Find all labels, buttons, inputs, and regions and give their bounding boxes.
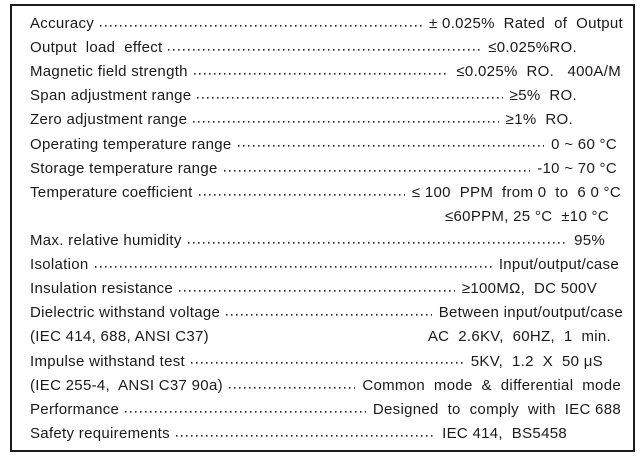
spec-value: ≥100MΩ, DC 500V (461, 280, 597, 298)
spec-label: Dielectric withstand voltage (30, 304, 221, 322)
spec-row: (IEC 255-4, ANSI C37 90a) Common mode & … (30, 373, 623, 398)
spec-value: ≥1% RO. (505, 111, 573, 129)
spec-value: 5KV, 1.2 X 50 μS (470, 352, 603, 370)
spec-row: Dielectric withstand voltage Between inp… (30, 301, 623, 326)
dotted-leader (198, 180, 405, 205)
spec-label: Storage temperature range (30, 159, 218, 177)
spec-label: (IEC 414, 688, ANSI C37) (30, 328, 209, 346)
spec-value: 95% (574, 231, 605, 249)
dotted-leader (36, 205, 438, 229)
spec-value: Input/output/case (498, 256, 619, 274)
spec-row: Max. relative humidity 95% (30, 228, 623, 253)
spec-value: 0 ~ 60 °C (551, 135, 617, 153)
spec-label: Isolation (30, 256, 89, 274)
spec-label: Span adjustment range (30, 87, 192, 105)
spec-label: Output load effect (30, 39, 163, 57)
spec-sheet: Accuracy ± 0.025% Rated of Output Output… (10, 4, 635, 452)
spec-value: AC 2.6KV, 60HZ, 1 min. (427, 328, 611, 346)
spec-value: Between input/output/case (438, 304, 623, 322)
dotted-leader (193, 60, 450, 85)
dotted-leader (187, 228, 568, 253)
dotted-leader (191, 349, 464, 374)
spec-value: ≤0.025%RO. (488, 39, 577, 57)
spec-value: ± 0.025% Rated of Output (429, 15, 623, 32)
spec-label: Temperature coefficient (30, 183, 193, 201)
spec-value: ≤0.025% RO. 400A/M (456, 63, 621, 81)
dotted-leader (228, 373, 356, 398)
dotted-leader (197, 84, 503, 109)
spec-label: Max. relative humidity (30, 231, 182, 249)
spec-value: Designed to comply with IEC 688 (372, 400, 621, 418)
spec-rows: Accuracy ± 0.025% Rated of Output Output… (30, 12, 623, 446)
spec-value: -10 ~ 70 °C (537, 159, 617, 177)
spec-value: ≥5% RO. (509, 87, 577, 105)
dotted-leader (223, 156, 531, 181)
spec-row: Isolation Input/output/case (30, 253, 623, 278)
spec-row: (IEC 414, 688, ANSI C37) AC 2.6KV, 60HZ,… (30, 325, 623, 349)
spec-label: Accuracy (30, 15, 95, 32)
dotted-leader (125, 397, 366, 422)
spec-label: Impulse withstand test (30, 352, 186, 370)
dotted-leader (193, 108, 499, 133)
spec-row: Magnetic field strength ≤0.025% RO. 400A… (30, 60, 623, 85)
spec-row: Insulation resistance ≥100MΩ, DC 500V (30, 277, 623, 302)
dotted-leader (94, 253, 492, 278)
spec-value: ≤ 100 PPM from 0 to 6 0 °C (411, 183, 621, 201)
spec-row: Impulse withstand test 5KV, 1.2 X 50 μS (30, 349, 623, 374)
spec-label: (IEC 255-4, ANSI C37 90a) (30, 376, 223, 394)
spec-row: Temperature coefficient ≤ 100 PPM from 0… (30, 180, 623, 205)
spec-row: Operating temperature range 0 ~ 60 °C (30, 132, 623, 157)
spec-row: Safety requirements IEC 414, BS5458 (30, 421, 623, 446)
dotted-leader (179, 277, 455, 302)
spec-label: Magnetic field strength (30, 63, 188, 81)
spec-label: Zero adjustment range (30, 111, 188, 129)
spec-row: Output load effect ≤0.025%RO. (30, 36, 623, 61)
dotted-leader (175, 421, 436, 446)
spec-row: Zero adjustment range ≥1% RO. (30, 108, 623, 133)
spec-label: Safety requirements (30, 424, 170, 442)
dotted-leader (168, 36, 482, 61)
spec-label: Insulation resistance (30, 280, 174, 298)
dotted-leader (100, 12, 423, 36)
spec-value: ≤60PPM, 25 °C ±10 °C (445, 207, 609, 225)
spec-value: IEC 414, BS5458 (442, 424, 567, 442)
dotted-leader (237, 132, 545, 157)
spec-row: Storage temperature range -10 ~ 70 °C (30, 156, 623, 181)
dotted-leader (226, 301, 432, 326)
spec-row: Performance Designed to comply with IEC … (30, 397, 623, 422)
spec-value: Common mode & differential mode (362, 376, 621, 394)
spec-row: Accuracy ± 0.025% Rated of Output (30, 12, 623, 36)
spec-label: Performance (30, 400, 120, 418)
dotted-leader (215, 325, 421, 349)
spec-row: Span adjustment range ≥5% RO. (30, 84, 623, 109)
spec-row: ≤60PPM, 25 °C ±10 °C (30, 205, 623, 229)
spec-label: Operating temperature range (30, 135, 232, 153)
